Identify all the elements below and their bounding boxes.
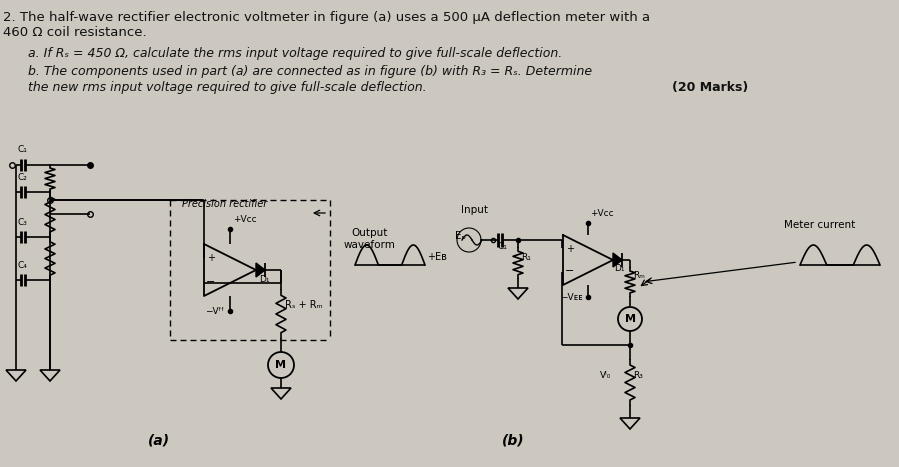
Text: Rₛ + Rₘ: Rₛ + Rₘ — [285, 300, 323, 310]
Text: the new rms input voltage required to give full-scale deflection.: the new rms input voltage required to gi… — [28, 81, 427, 94]
Text: C₃: C₃ — [17, 218, 27, 227]
Text: b. The components used in part (a) are connected as in figure (b) with R₃ = Rₛ. : b. The components used in part (a) are c… — [28, 65, 592, 78]
Text: +: + — [566, 244, 574, 254]
Text: Eₚ: Eₚ — [455, 231, 466, 241]
Text: Meter current: Meter current — [784, 220, 856, 230]
Text: Vᴵ₀: Vᴵ₀ — [600, 371, 611, 380]
Text: R₃: R₃ — [633, 371, 643, 380]
Text: Output
waveform: Output waveform — [344, 228, 396, 249]
Text: Input: Input — [461, 205, 488, 215]
Text: +Vᴄᴄ: +Vᴄᴄ — [233, 215, 256, 224]
Text: (b): (b) — [502, 434, 525, 448]
Text: Rₘ: Rₘ — [633, 271, 645, 280]
Polygon shape — [256, 263, 265, 277]
Text: −: − — [206, 277, 216, 287]
Text: −: − — [565, 266, 574, 276]
Text: M: M — [625, 314, 636, 324]
Text: D₁: D₁ — [259, 275, 270, 284]
Text: D₁: D₁ — [614, 264, 625, 273]
Text: R₁: R₁ — [521, 253, 531, 262]
Text: (a): (a) — [148, 434, 170, 448]
Text: C₁: C₁ — [17, 145, 27, 154]
Text: +: + — [207, 253, 215, 263]
Text: Precision rectifier: Precision rectifier — [182, 199, 267, 209]
Text: −Vᶠᶠ: −Vᶠᶠ — [205, 307, 224, 316]
Text: (20 Marks): (20 Marks) — [672, 81, 748, 94]
Text: a. If Rₛ = 450 Ω, calculate the rms input voltage required to give full-scale de: a. If Rₛ = 450 Ω, calculate the rms inpu… — [28, 47, 562, 60]
Polygon shape — [613, 253, 622, 267]
Text: +Vᴄᴄ: +Vᴄᴄ — [590, 209, 614, 218]
Text: C₁: C₁ — [497, 242, 507, 251]
Text: −Vᴇᴇ: −Vᴇᴇ — [560, 293, 583, 302]
Text: M: M — [275, 360, 287, 370]
Text: +Eʙ: +Eʙ — [427, 252, 447, 262]
Text: C₄: C₄ — [17, 261, 27, 270]
Text: 460 Ω coil resistance.: 460 Ω coil resistance. — [3, 26, 147, 39]
Text: C₂: C₂ — [17, 173, 27, 182]
Text: 2. The half-wave rectifier electronic voltmeter in figure (a) uses a 500 μA defl: 2. The half-wave rectifier electronic vo… — [3, 11, 650, 24]
